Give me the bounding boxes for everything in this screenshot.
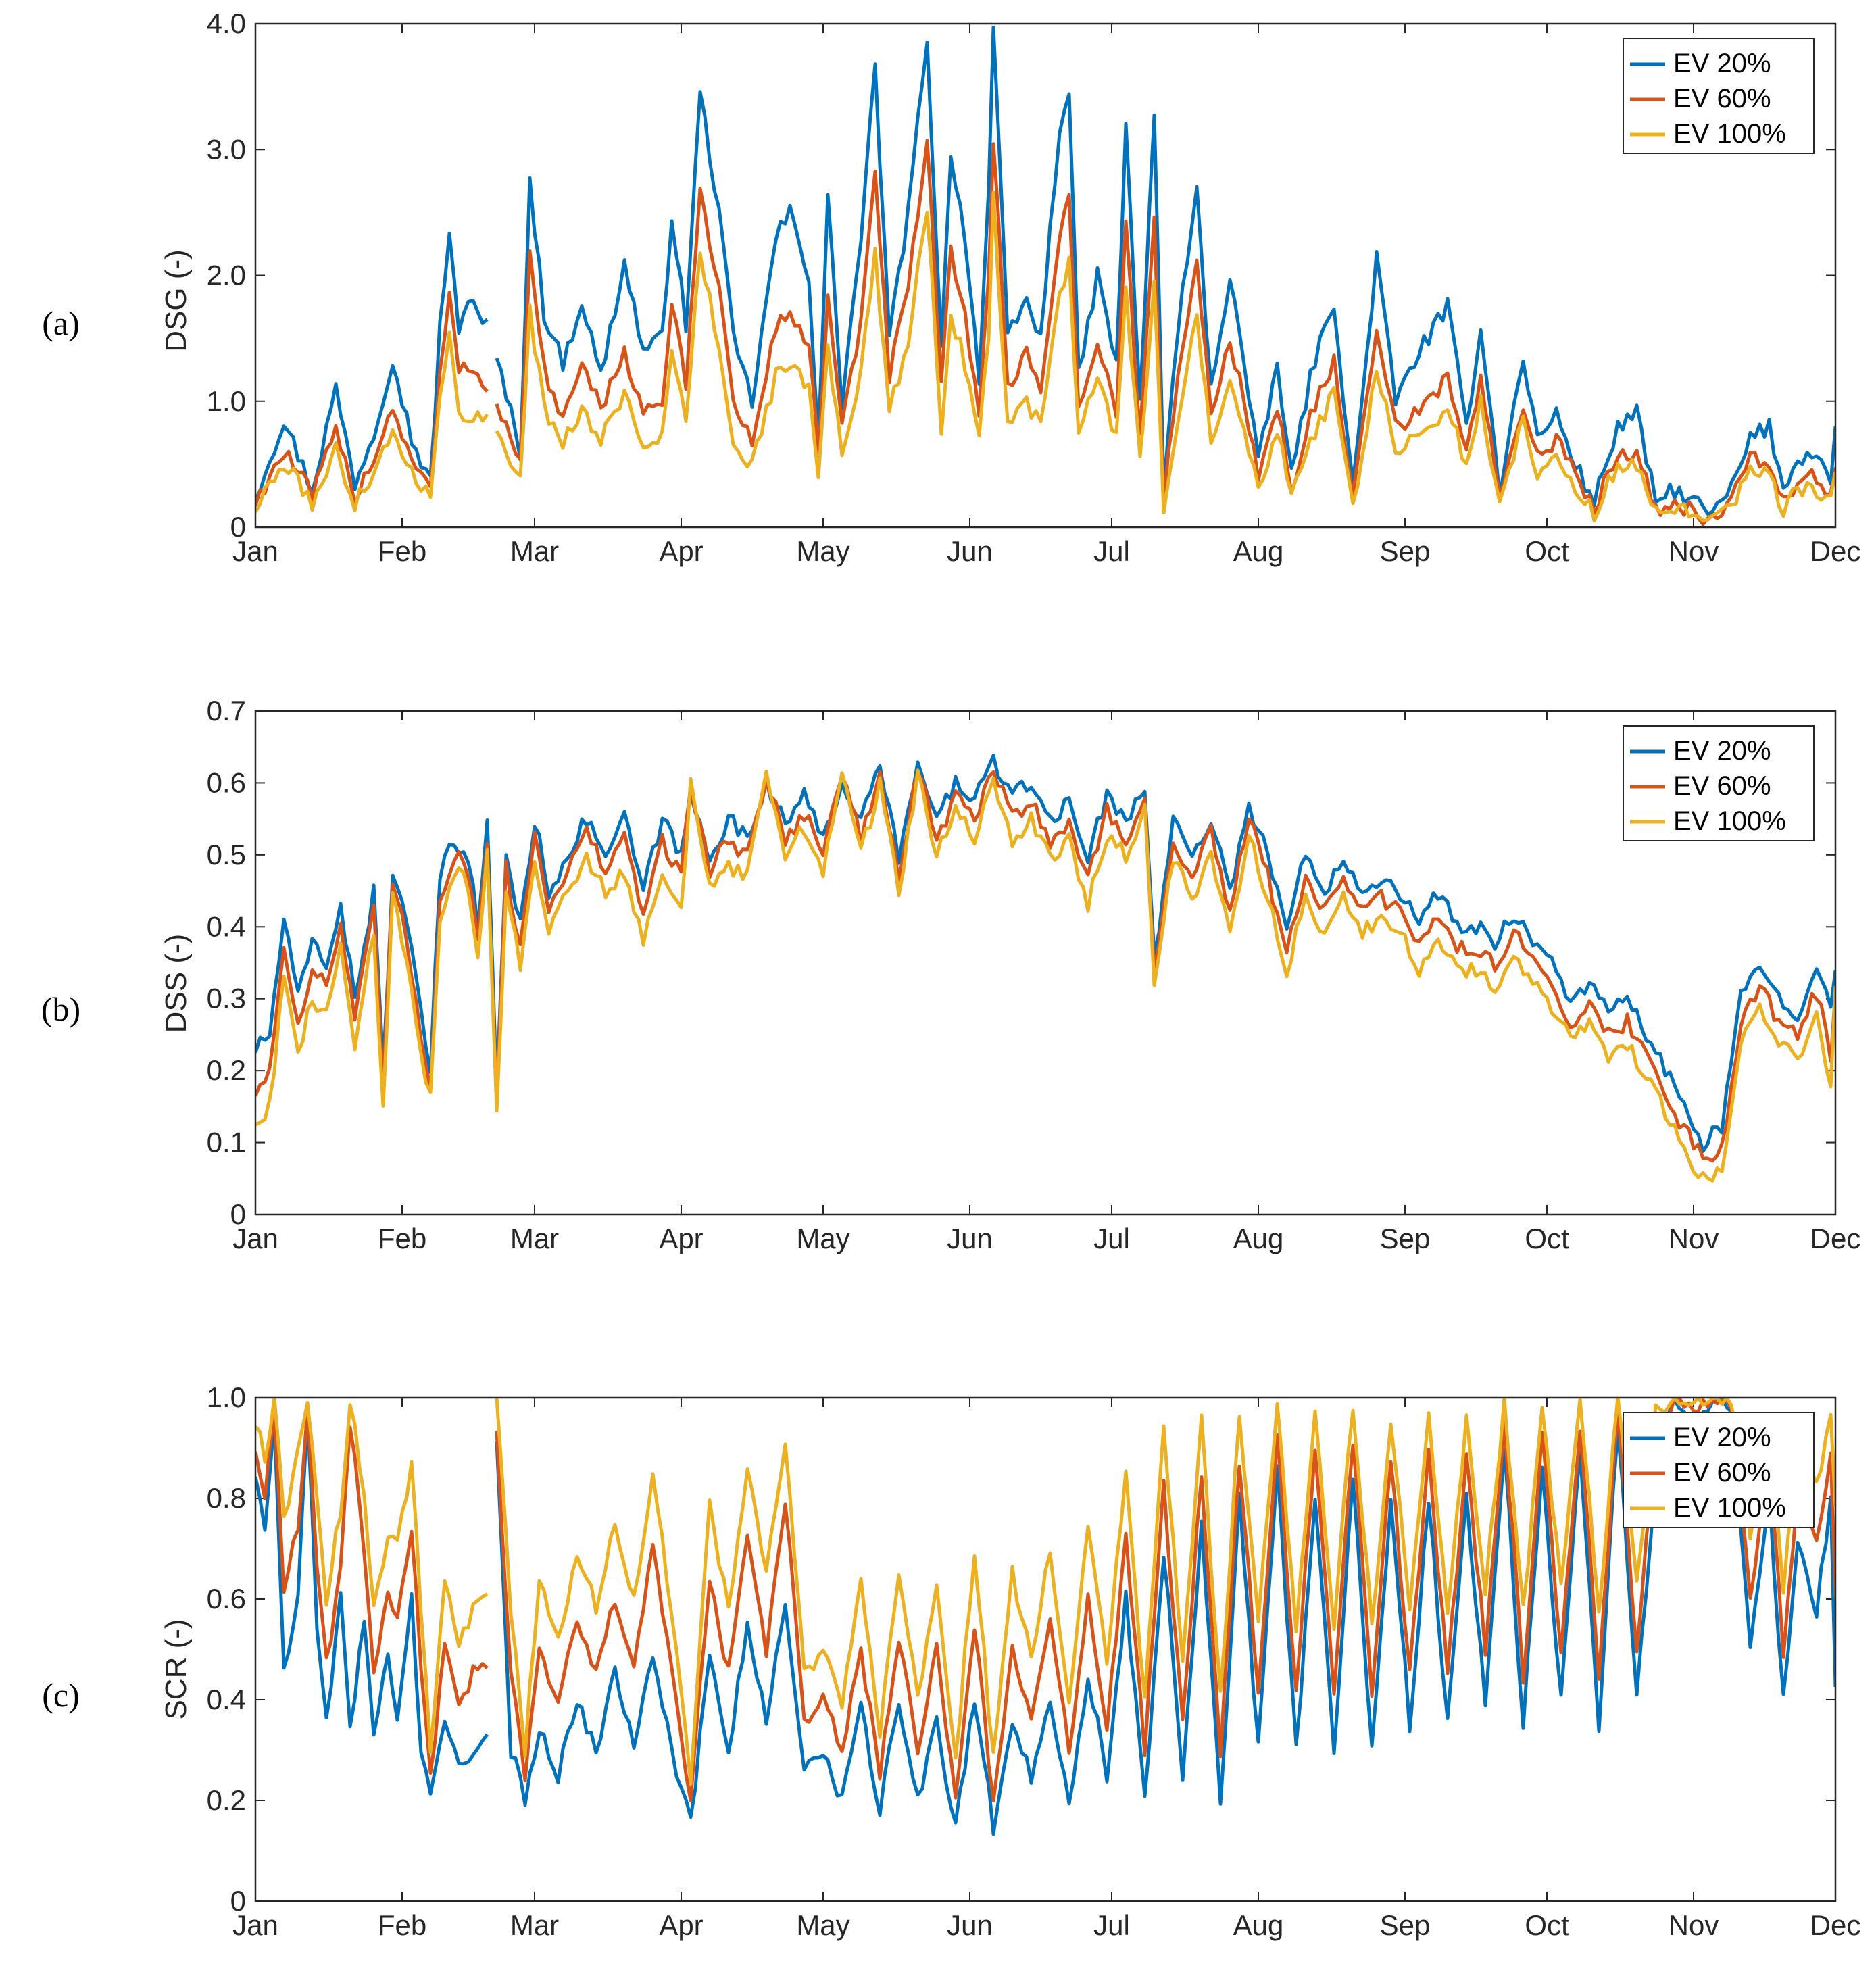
panel-a-axes: 0 1.0 2.0 3.0 4.0 Jan Feb Mar Apr May Jun Jul Aug Sep… (207, 7, 1861, 567)
panel-c-axes: 0 0.2 0.4 0.6 0.8 1.0 Jan Feb Mar Apr May Jun Jul Aug… (207, 1381, 1861, 1941)
panel-b-series-line (255, 754, 1835, 1153)
panel-c-xtick-label: Feb (378, 1909, 426, 1941)
panel-a-xtick-label: Apr (659, 535, 703, 567)
panel-label-b: (b) (41, 990, 80, 1028)
panel-b-ytick-label: 0 (230, 1198, 246, 1230)
panel-a-ylabel: DSG (-) (159, 249, 193, 352)
panel-c-ylabel: SCR (-) (159, 1619, 193, 1719)
panel-a-axes-box (254, 22, 1837, 529)
panel-a-legend: EV 20% EV 60% EV 100% (1623, 38, 1815, 154)
panel-c-frame (254, 1396, 1837, 1902)
panel-a-xtick-label: Jan (232, 535, 278, 567)
panel-b-legend-label: EV 20% (1673, 736, 1771, 766)
panel-a-legend-label: EV 20% (1673, 49, 1771, 78)
panel-b-ytick-label: 0.6 (207, 766, 246, 798)
panel-a-xtick-label: Mar (510, 535, 559, 567)
panel-a-xtick-label: Nov (1669, 535, 1719, 567)
panel-b-xtick-label: Feb (378, 1223, 426, 1254)
panel-c-xtick-label: Aug (1233, 1909, 1284, 1941)
panel-b-xtick-label: Mar (510, 1223, 559, 1254)
panel-b-xtick-label: May (796, 1223, 849, 1254)
panel-b-xtick-label: Sep (1380, 1223, 1431, 1254)
panel-b-legend-label: EV 60% (1673, 771, 1771, 801)
panel-b-xtick-label: Jun (947, 1223, 993, 1254)
panel-a-frame (254, 22, 1837, 529)
panel-b-ytick-label: 0.4 (207, 910, 246, 942)
panel-b-xtick-label: Nov (1669, 1223, 1719, 1254)
panel-a-xtick-label: Jun (947, 535, 993, 567)
panel-b-legend: EV 20% EV 60% EV 100% (1623, 725, 1815, 841)
panel-c-xtick-label: Dec (1810, 1909, 1861, 1941)
panel-c-xtick-label: Jul (1093, 1909, 1130, 1941)
panel-a: (a) 0 1.0 2.0 3.0 4.0 Jan Feb Mar Apr May Jun Jul Au… (42, 7, 1860, 567)
panel-b-axes-box (254, 710, 1837, 1216)
panel-a-xtick-label: May (796, 535, 849, 567)
panel-c-legend-label: EV 20% (1673, 1423, 1771, 1452)
panel-c-ytick-label: 0.6 (207, 1583, 246, 1615)
panel-a-xtick-label: Feb (378, 535, 426, 567)
panel-b-series-line (255, 770, 1835, 1163)
panel-b-ytick-label: 0.1 (207, 1127, 246, 1158)
panel-c-xtick-label: Oct (1525, 1909, 1569, 1941)
panel-c-ytick-label: 0 (230, 1885, 246, 1917)
panel-c-ytick-label: 1.0 (207, 1381, 246, 1413)
panel-c: (c) 0 0.2 0.4 0.6 0.8 1.0 Jan Feb Mar Apr May Jun Ju… (42, 1381, 1860, 1941)
panel-b-xtick-label: Oct (1525, 1223, 1569, 1254)
panel-label-a: (a) (42, 304, 80, 342)
panel-a-ytick-label: 3.0 (207, 133, 246, 165)
panel-c-ytick-label: 0.2 (207, 1784, 246, 1816)
panel-label-c: (c) (42, 1676, 80, 1714)
panel-b-xtick-label: Jul (1093, 1223, 1130, 1254)
panel-a-xtick-label: Dec (1810, 535, 1861, 567)
panel-b-plot-area (255, 754, 1835, 1183)
panel-b-ytick-label: 0.7 (207, 695, 246, 727)
panel-a-ytick-label: 1.0 (207, 385, 246, 417)
panel-c-xtick-label: Jun (947, 1909, 993, 1941)
panel-b-xtick-label: Aug (1233, 1223, 1284, 1254)
panel-a-xtick-label: Sep (1380, 535, 1431, 567)
panel-c-xtick-label: Mar (510, 1909, 559, 1941)
panel-c-xtick-label: Nov (1669, 1909, 1719, 1941)
panel-c-xtick-label: May (796, 1909, 849, 1941)
panel-b-xtick-label: Apr (659, 1223, 703, 1254)
panel-b-axes: 0 0.1 0.2 0.3 0.4 0.5 0.6 0.7 Jan Feb Mar Apr May Jun… (207, 695, 1861, 1254)
panel-b: (b) 0 0.1 0.2 0.3 0.4 0.5 0.6 0.7 Jan Feb Mar Apr Ma… (41, 695, 1861, 1254)
panel-c-legend-label: EV 100% (1673, 1493, 1786, 1523)
panel-b-ytick-label: 0.5 (207, 839, 246, 870)
panel-c-series-line (255, 1398, 1835, 1786)
panel-b-ytick-label: 0.2 (207, 1054, 246, 1086)
panel-c-axes-box (254, 1396, 1837, 1902)
panel-c-plot-area (255, 1398, 1835, 1836)
panel-c-xtick-label: Jan (232, 1909, 278, 1941)
panel-a-ytick-label: 2.0 (207, 260, 246, 291)
panel-c-legend: EV 20% EV 60% EV 100% (1623, 1412, 1815, 1528)
panel-b-frame (254, 710, 1837, 1216)
panel-b-legend-label: EV 100% (1673, 806, 1786, 836)
panel-c-ytick-label: 0.8 (207, 1482, 246, 1514)
panel-a-legend-label: EV 100% (1673, 119, 1786, 149)
panel-b-ytick-label: 0.3 (207, 983, 246, 1014)
panel-b-xtick-label: Jan (232, 1223, 278, 1254)
panel-c-xtick-label: Sep (1380, 1909, 1431, 1941)
panel-b-ylabel: DSS (-) (159, 934, 193, 1033)
panel-c-xtick-label: Apr (659, 1909, 703, 1941)
panel-a-xtick-label: Jul (1093, 535, 1130, 567)
panel-a-plot-area (255, 25, 1835, 526)
panel-c-legend-label: EV 60% (1673, 1458, 1771, 1488)
panel-a-ytick-label: 0 (230, 511, 246, 543)
panel-a-ytick-label: 4.0 (207, 7, 246, 39)
panel-a-xtick-label: Oct (1525, 535, 1569, 567)
panel-a-series-line (255, 191, 1835, 522)
panel-a-xtick-label: Aug (1233, 535, 1284, 567)
panel-b-series-line (255, 768, 1835, 1183)
panel-b-xtick-label: Dec (1810, 1223, 1861, 1254)
panel-c-ytick-label: 0.4 (207, 1684, 246, 1715)
panel-a-legend-label: EV 60% (1673, 84, 1771, 114)
panel-c-series-line (255, 1398, 1835, 1802)
